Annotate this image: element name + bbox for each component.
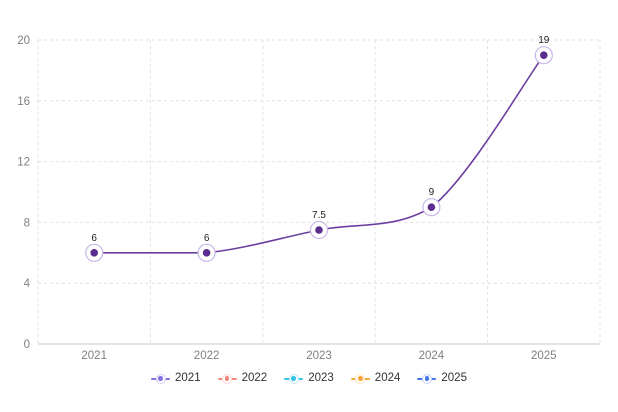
y-axis-tick-label: 0: [24, 339, 30, 351]
y-axis-tick-label: 16: [17, 96, 30, 108]
legend-label: 2023: [308, 372, 334, 384]
legend-ring: [355, 373, 366, 384]
point-value-label: 9: [429, 187, 435, 198]
legend-dot: [291, 376, 296, 381]
x-axis-tick-label: 2024: [419, 350, 445, 362]
legend-item-2021[interactable]: 2021: [151, 372, 201, 385]
point-value-label: 6: [204, 233, 210, 244]
y-axis-tick-label: 20: [17, 35, 30, 47]
point-value-label: 6: [91, 233, 97, 244]
data-point-2025[interactable]: 19: [534, 35, 553, 65]
legend-marker-icon: [417, 373, 437, 384]
legend-ring: [288, 373, 299, 384]
point-value-label: 7.5: [312, 210, 326, 221]
legend-marker-icon: [284, 373, 304, 384]
legend-ring: [222, 373, 233, 384]
legend-dot: [224, 376, 230, 381]
legend-ring: [155, 373, 166, 384]
legend-dot: [358, 376, 363, 381]
point-dot: [90, 249, 98, 257]
point-dot: [202, 249, 211, 257]
x-axis-tick-label: 2021: [81, 350, 107, 362]
legend-dot: [158, 376, 163, 381]
legend-label: 2024: [374, 372, 401, 384]
x-axis-tick-label: 2023: [306, 350, 332, 362]
data-point-2022[interactable]: 6: [197, 233, 216, 262]
legend-item-2025[interactable]: 2025: [417, 372, 467, 385]
legend-dot: [424, 376, 430, 381]
data-point-2024[interactable]: 9: [422, 187, 441, 217]
point-value-label: 19: [538, 35, 550, 46]
legend-marker-icon: [217, 373, 237, 384]
point-dot: [315, 226, 323, 234]
x-axis-tick-label: 2022: [194, 350, 220, 362]
y-axis-tick-label: 8: [24, 217, 30, 229]
legend-item-2024[interactable]: 2024: [350, 372, 401, 385]
y-axis-tick-label: 12: [17, 157, 30, 169]
data-point-2021[interactable]: 6: [85, 233, 104, 262]
legend-marker-icon: [151, 373, 171, 384]
legend-ring: [421, 373, 432, 384]
grid: [37, 39, 601, 344]
legend-item-2022[interactable]: 2022: [217, 372, 268, 385]
legend-marker-icon: [350, 373, 370, 384]
x-axis-tick-label: 2025: [531, 350, 557, 362]
legend-label: 2022: [241, 372, 268, 384]
chart-legend: 2021 2022 2023 2024 2025: [0, 372, 618, 385]
legend-label: 2021: [175, 372, 201, 384]
point-dot: [427, 203, 436, 211]
data-point-2023[interactable]: 7.5: [309, 210, 329, 240]
legend-item-2023[interactable]: 2023: [284, 372, 334, 385]
legend-label: 2025: [441, 372, 467, 384]
y-axis-tick-label: 4: [24, 278, 31, 290]
point-dot: [540, 51, 548, 59]
